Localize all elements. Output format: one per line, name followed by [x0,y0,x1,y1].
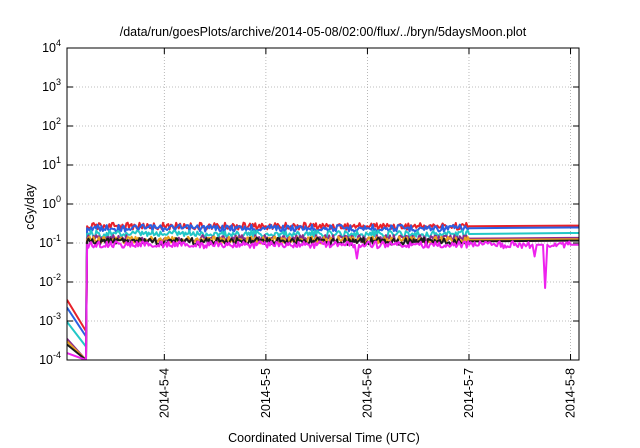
series-line [67,240,579,360]
x-axis-ticks: 2014-5-4 2014-5-5 2014-5-6 2014-5-7 2014-5-8 [157,48,578,418]
series-line [67,229,579,348]
y-tick-exponent: -2 [53,272,61,282]
x-tick-label: 2014-5-8 [564,368,578,418]
y-tick-label: 101 [42,155,61,172]
y-tick-exponent: -3 [53,311,61,321]
y-tick-exponent: 1 [56,155,61,165]
x-tick-label: 2014-5-7 [462,368,476,418]
y-tick-exponent: 2 [56,116,61,126]
grid-lines [67,48,579,360]
series-line [67,236,579,360]
y-tick-exponent: 4 [56,38,61,48]
y-tick-exponent: -1 [53,233,61,243]
y-axis-label: cGy/day [23,183,37,230]
x-axis-label: Coordinated Universal Time (UTC) [228,431,420,445]
series-line [67,235,579,360]
y-tick-label: 103 [42,77,61,94]
y-tick-label: 10-3 [39,311,61,328]
x-tick-label: 2014-5-4 [157,368,171,418]
y-tick-label: 100 [42,194,61,211]
series-group [67,221,579,360]
y-tick-label: 10-1 [39,233,61,250]
y-tick-label: 104 [42,38,61,55]
x-tick-label: 2014-5-6 [360,368,374,418]
y-tick-label: 10-4 [39,350,61,367]
y-tick-exponent: -4 [53,350,61,360]
y-tick-exponent: 3 [56,77,61,87]
series-line [67,234,579,360]
x-tick-label: 2014-5-5 [259,368,273,418]
y-tick-label: 10-2 [39,272,61,289]
y-tick-label: 102 [42,116,61,133]
chart-title: /data/run/goesPlots/archive/2014-05-08/0… [120,25,527,39]
series-line [67,223,579,338]
y-tick-exponent: 0 [56,194,61,204]
